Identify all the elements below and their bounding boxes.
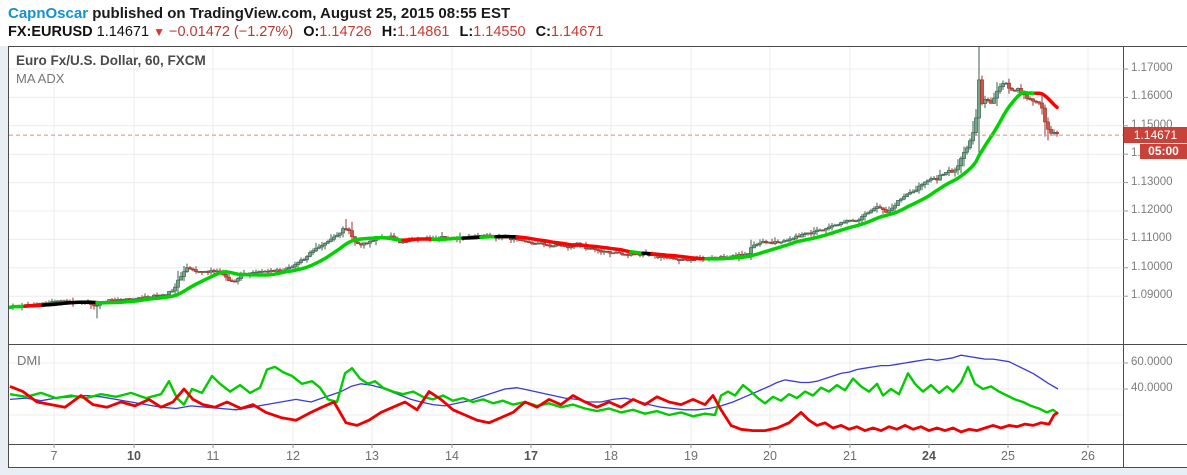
price-axis-label: 1.10000 <box>1131 261 1173 273</box>
time-axis-label: 14 <box>445 449 459 463</box>
open-label: O: <box>303 24 320 40</box>
time-axis-label: 26 <box>1081 449 1095 463</box>
price-axis-label: 1.13000 <box>1131 176 1173 188</box>
high-label: H: <box>381 24 398 40</box>
high-value: 1.14861 <box>397 24 450 40</box>
time-axis-label: 20 <box>763 449 777 463</box>
time-axis-label: 25 <box>1001 449 1015 463</box>
low-value: 1.14550 <box>473 24 526 40</box>
close-label: C: <box>535 24 551 40</box>
chart-area[interactable]: Euro Fx/U.S. Dollar, 60, FXCM MA ADX DMI… <box>8 46 1187 468</box>
time-axis-label: 19 <box>684 449 698 463</box>
price-axis-label: 1.12000 <box>1131 204 1173 216</box>
chart-title-legend[interactable]: Euro Fx/U.S. Dollar, 60, FXCM <box>16 53 206 68</box>
indicator-legend[interactable]: MA ADX <box>16 71 65 86</box>
time-axis-label: 24 <box>922 449 936 463</box>
price-axis-label: 1.17000 <box>1131 62 1173 74</box>
time-axis-label: 7 <box>50 449 58 463</box>
symbol-last-price: 1.14671 <box>96 24 150 40</box>
symbol-change: −0.01472 (−1.27%) <box>169 24 294 40</box>
dmi-pane-label[interactable]: DMI <box>17 353 41 368</box>
published-text: published on TradingView.com, August 25,… <box>88 5 511 22</box>
time-axis-label: 13 <box>365 449 379 463</box>
close-value: 1.14671 <box>550 24 604 40</box>
triangle-down-icon: ▼ <box>153 25 165 39</box>
low-label: L: <box>459 24 474 40</box>
dmi-axis-label: 40.0000 <box>1131 382 1173 394</box>
last-price-badge: 1.14671 <box>1124 127 1187 143</box>
author-link[interactable]: CapnOscar <box>8 5 89 22</box>
price-axis-label: 1.16000 <box>1131 90 1173 102</box>
time-axis-label: 18 <box>604 449 618 463</box>
time-axis-label: 11 <box>206 449 220 463</box>
price-axis-label: 1.09000 <box>1131 289 1173 301</box>
symbol-info-bar: FX:EURUSD 1.14671 ▼ −0.01472 (−1.27%) O:… <box>8 24 603 40</box>
chart-canvas[interactable] <box>9 47 1187 467</box>
price-axis-label: 1.11000 <box>1131 232 1172 244</box>
publish-byline: CapnOscar published on TradingView.com, … <box>8 5 510 22</box>
time-axis-label: 12 <box>286 449 300 463</box>
time-axis-label: 21 <box>843 449 857 463</box>
time-axis-label: 17 <box>524 449 538 463</box>
bar-countdown-badge: 05:00 <box>1140 144 1187 159</box>
symbol-name[interactable]: FX:EURUSD <box>8 24 93 40</box>
time-axis-label: 10 <box>127 449 141 463</box>
publish-header: CapnOscar published on TradingView.com, … <box>0 0 1187 46</box>
dmi-axis-label: 60.0000 <box>1131 356 1173 368</box>
open-value: 1.14726 <box>319 24 372 40</box>
